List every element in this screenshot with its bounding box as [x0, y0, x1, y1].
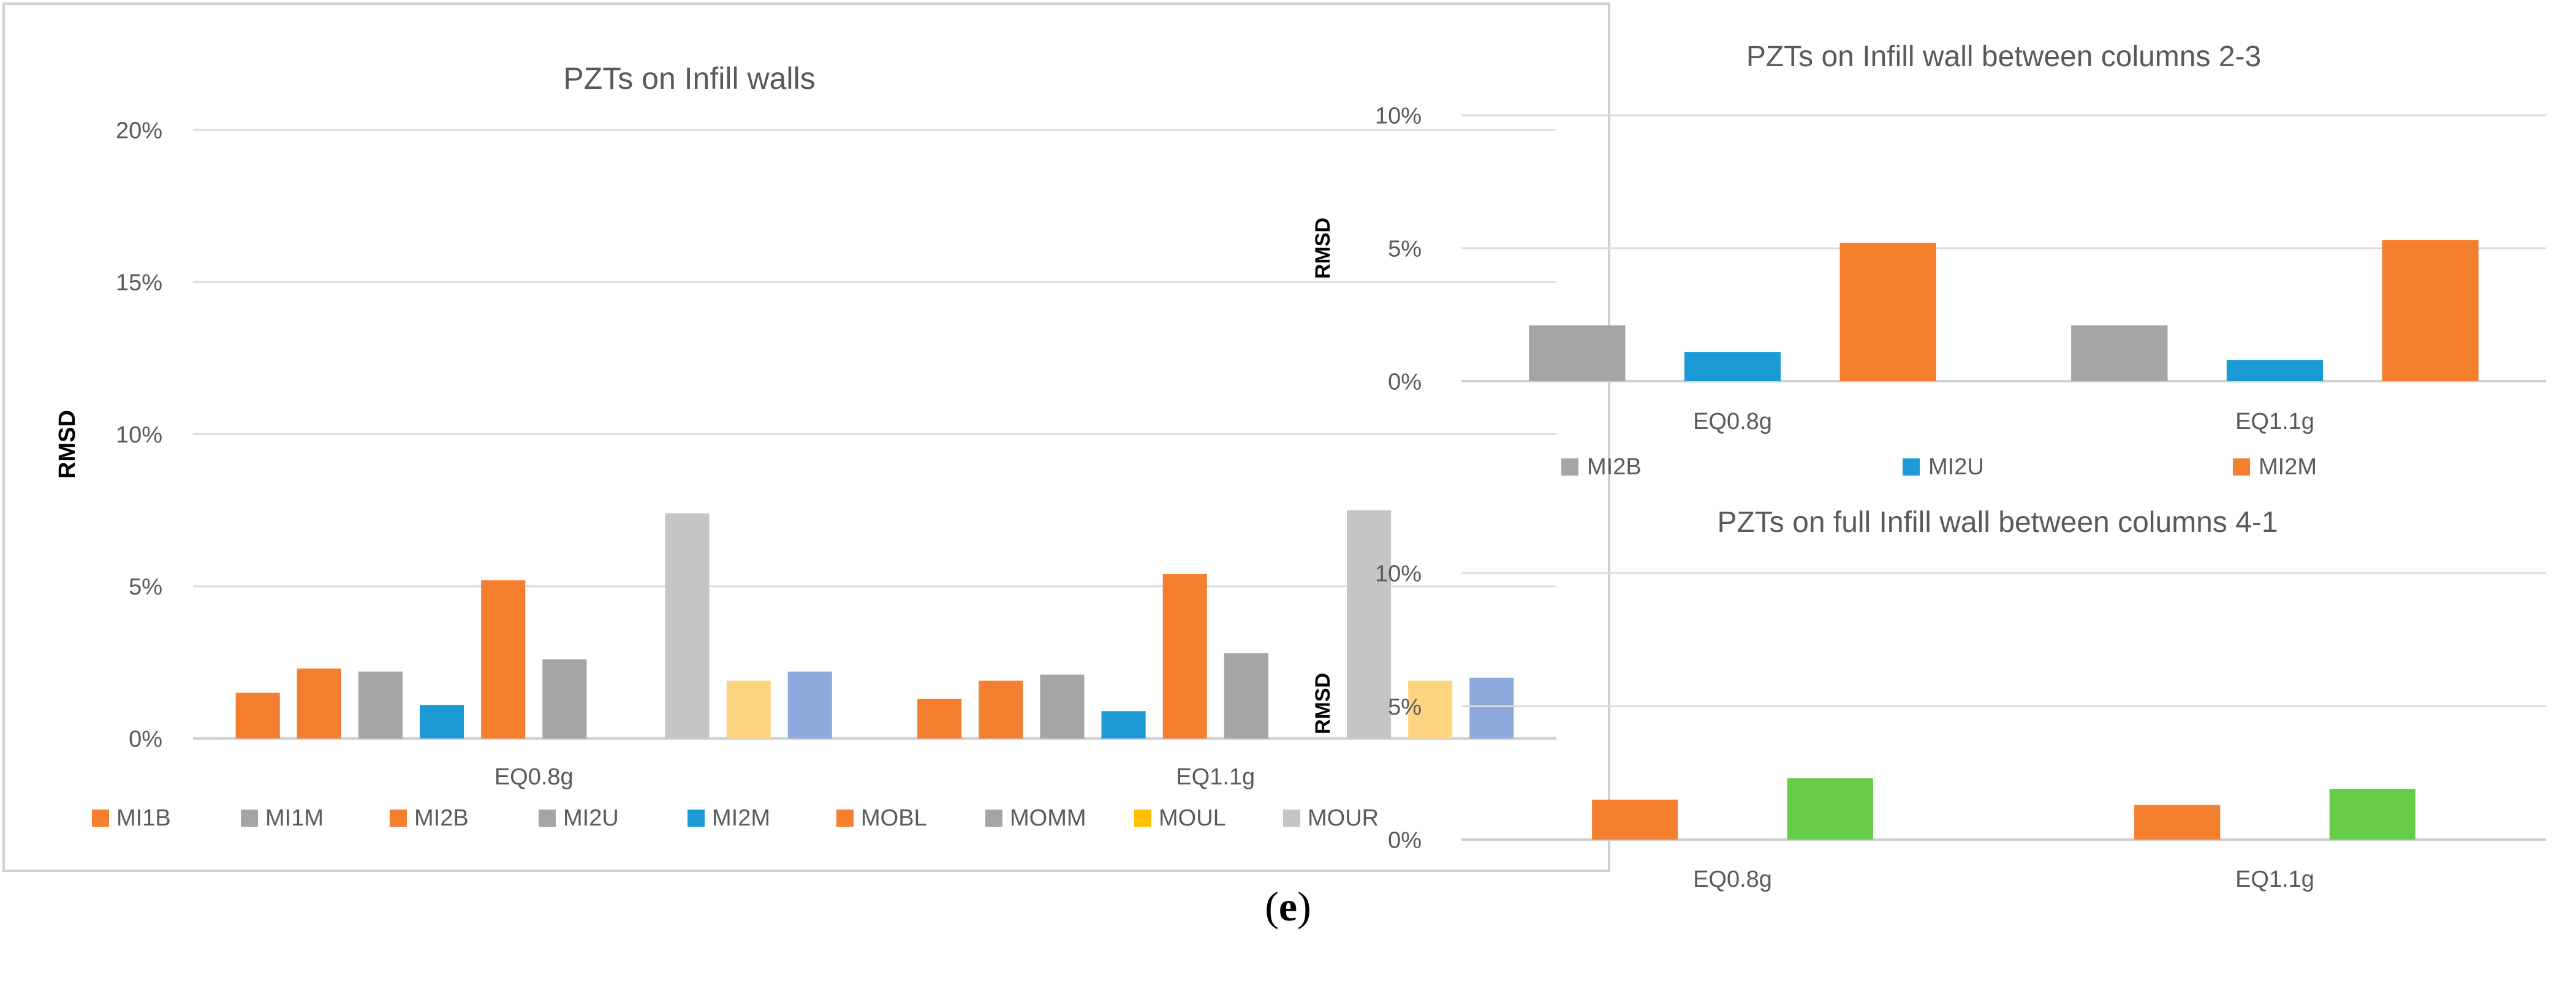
left-legend-swatch — [241, 810, 258, 827]
left-title: PZTs on Infill walls — [563, 61, 815, 96]
bottomright-ytick-label: 0% — [1388, 827, 1422, 853]
left-legend-label: MI1M — [265, 805, 324, 831]
topright-title: PZTs on Infill wall between columns 2-3 — [1746, 40, 2261, 73]
left-bar — [787, 671, 832, 738]
bottomright-ytick-label: 5% — [1388, 694, 1422, 720]
caption-close: ) — [1297, 883, 1311, 930]
left-bar — [1408, 680, 1453, 738]
left-legend-label: MI1B — [116, 805, 171, 831]
topright-legend-label: MI2U — [1928, 454, 1984, 480]
left-bar — [665, 513, 710, 738]
topright-ytick-label: 5% — [1388, 236, 1422, 262]
left-legend-swatch — [836, 810, 854, 827]
bottomright-category-label: EQ1.1g — [2235, 867, 2314, 892]
bottomright-bar — [1787, 778, 1873, 840]
topright-bar — [2071, 325, 2168, 381]
left-bar — [1347, 510, 1392, 738]
topright-category-label: EQ0.8g — [1693, 409, 1772, 435]
topright-legend-label: MI2M — [2259, 454, 2317, 480]
bottomright-ytick-label: 10% — [1375, 561, 1422, 586]
topright-bar — [2382, 240, 2479, 381]
left-bar — [1101, 711, 1146, 738]
left-legend-label: MOMM — [1010, 805, 1086, 831]
topright-ylabel: RMSD — [1311, 218, 1335, 279]
chart-left-frame — [2, 2, 1610, 872]
left-bar — [1040, 674, 1085, 738]
left-legend-swatch — [1283, 810, 1300, 827]
topright-legend-swatch — [2233, 458, 2250, 476]
left-legend-swatch — [985, 810, 1002, 827]
left-legend-swatch — [539, 810, 556, 827]
left-ytick-label: 20% — [116, 118, 162, 143]
topright-legend-swatch — [1903, 458, 1920, 476]
topright-ytick-label: 10% — [1375, 103, 1422, 129]
left-legend-swatch — [688, 810, 705, 827]
topright-legend-swatch — [1561, 458, 1578, 476]
left-category-label: EQ0.8g — [494, 764, 574, 790]
left-legend-label: MI2B — [414, 805, 469, 831]
topright-bar — [1839, 243, 1936, 381]
bottomright-bar — [2329, 789, 2415, 840]
left-legend-swatch — [1134, 810, 1151, 827]
chart-left: PZTs on Infill walls 0% 5% 10% 15% 20% RMSD EQ0… — [55, 61, 1578, 831]
left-bar — [917, 699, 962, 738]
left-legend-label: MOUL — [1159, 805, 1226, 831]
topright-legend-label: MI2B — [1587, 454, 1642, 480]
topright-category-label: EQ1.1g — [2235, 409, 2314, 435]
caption-open: ( — [1265, 883, 1279, 930]
left-ytick-label: 15% — [116, 270, 162, 296]
left-bar — [542, 659, 587, 738]
left-bar — [979, 680, 1023, 738]
left-legend-label: MI2M — [712, 805, 770, 831]
left-bar — [235, 693, 280, 738]
caption-letter: e — [1278, 883, 1298, 930]
left-bar — [420, 705, 464, 738]
left-ytick-label: 10% — [116, 422, 162, 448]
left-bar — [481, 580, 526, 738]
figure-caption: (e) — [0, 882, 2576, 931]
left-category-label: EQ1.1g — [1176, 764, 1255, 790]
left-ytick-label: 5% — [129, 574, 162, 600]
left-bar — [297, 668, 341, 738]
left-legend-label: MI2U — [563, 805, 619, 831]
left-bar — [1224, 653, 1268, 738]
left-bar — [1469, 677, 1514, 738]
chart-top-right: PZTs on Infill wall between columns 2-3 0… — [1311, 40, 2546, 480]
left-bar — [358, 671, 403, 738]
left-legend-label: MOUR — [1308, 805, 1379, 831]
left-bar — [726, 680, 771, 738]
bottomright-bar — [1592, 799, 1678, 840]
left-ytick-label: 0% — [129, 726, 162, 752]
topright-bar — [2226, 360, 2324, 381]
bottomright-bar — [2134, 805, 2221, 840]
left-legend-swatch — [92, 810, 109, 827]
left-legend-label: MOBL — [861, 805, 927, 831]
topright-bar — [1529, 325, 1626, 381]
topright-ytick-label: 0% — [1388, 369, 1422, 395]
bottomright-ylabel: RMSD — [1311, 673, 1335, 734]
topright-bar — [1684, 352, 1781, 381]
left-bar — [1162, 574, 1207, 738]
chart-bottom-right: PZTs on full Infill wall between columns… — [1311, 506, 2546, 892]
left-ylabel: RMSD — [55, 410, 80, 479]
left-legend-swatch — [390, 810, 407, 827]
bottomright-category-label: EQ0.8g — [1693, 867, 1772, 892]
bottomright-title: PZTs on full Infill wall between columns… — [1717, 506, 2278, 539]
